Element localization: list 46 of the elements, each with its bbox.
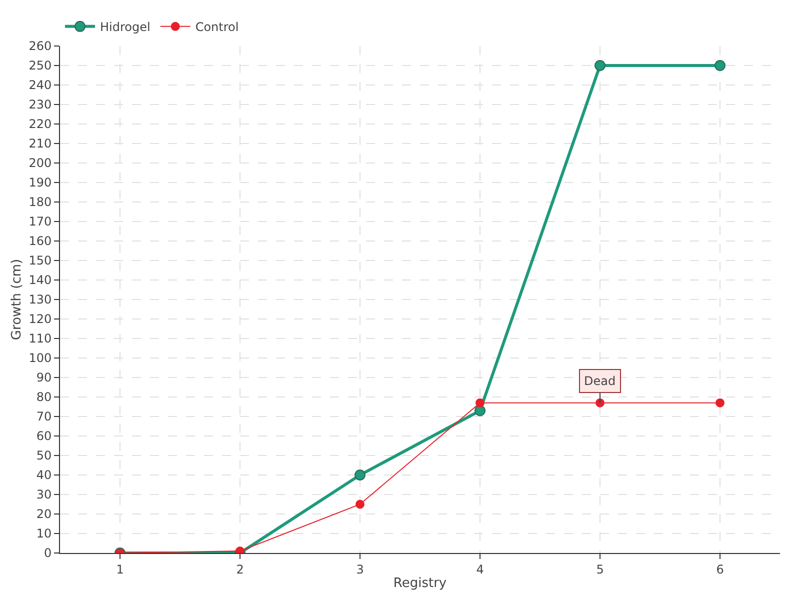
y-tick-label: 0 — [44, 546, 52, 560]
legend-label: Control — [195, 20, 239, 34]
point — [474, 405, 486, 416]
y-tick-label: 160 — [28, 234, 52, 248]
annotation: Dead — [584, 374, 616, 388]
point — [356, 500, 364, 509]
y-tick-label: 190 — [28, 176, 52, 190]
y-tick-label: 30 — [36, 488, 52, 502]
point — [596, 398, 604, 408]
y-tick-label: 80 — [36, 390, 52, 404]
x-tick-label: 6 — [716, 562, 724, 576]
y-tick-label: 250 — [28, 58, 52, 73]
y-axis-title: Growth (cm) — [10, 258, 25, 340]
point — [716, 398, 724, 408]
x-tick-label: 5 — [596, 562, 604, 576]
x-tick-label: 3 — [356, 562, 364, 576]
y-tick-label: 150 — [28, 254, 52, 268]
legend-label: Hidrogel — [100, 20, 150, 34]
y-tick-label: 140 — [28, 273, 52, 288]
x-tick-label: 1 — [116, 562, 124, 576]
y-tick-label: 180 — [28, 195, 52, 210]
y-tick-label: 200 — [28, 156, 52, 170]
point — [354, 470, 366, 480]
y-tick-label: 20 — [36, 507, 52, 522]
y-tick-label: 40 — [36, 468, 52, 482]
y-tick-label: 170 — [28, 214, 52, 229]
y-tick-label: 260 — [28, 39, 52, 54]
x-tick-label: 4 — [476, 562, 484, 576]
point — [476, 398, 484, 408]
y-tick-label: 10 — [36, 526, 52, 541]
y-tick-label: 90 — [36, 370, 52, 385]
y-tick-label: 210 — [28, 136, 52, 151]
y-tick-label: 70 — [36, 410, 52, 424]
y-tick-label: 120 — [28, 312, 52, 326]
y-tick-label: 50 — [36, 448, 52, 463]
y-tick-label: 60 — [36, 429, 52, 444]
y-tick-label: 130 — [28, 292, 52, 307]
point — [594, 60, 606, 71]
y-tick-label: 230 — [28, 98, 52, 112]
y-tick-label: 110 — [28, 332, 52, 346]
x-axis-title: Registry — [393, 576, 447, 591]
y-tick-label: 220 — [28, 117, 52, 132]
point — [714, 60, 726, 71]
y-tick-label: 240 — [28, 78, 52, 92]
x-tick-label: 2 — [236, 562, 244, 576]
y-tick-label: 100 — [28, 351, 52, 366]
